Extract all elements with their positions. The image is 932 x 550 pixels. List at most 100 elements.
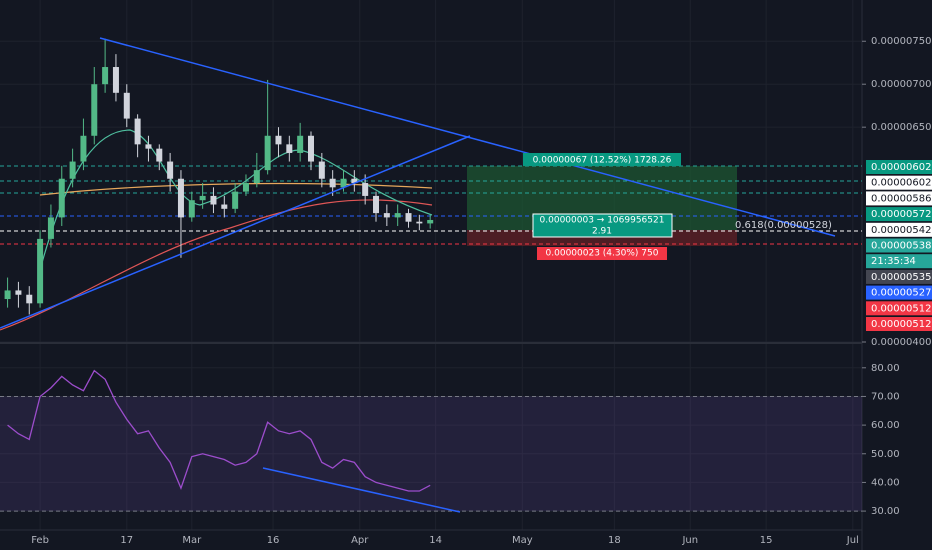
candle-body (80, 135, 87, 162)
price-tag (866, 254, 932, 269)
price-tag-label: 0.00000542 (871, 225, 931, 236)
candle-body (15, 290, 22, 295)
candle-body (351, 178, 358, 184)
price-tag (866, 160, 932, 174)
candle-body (394, 213, 401, 218)
candle-body (427, 219, 434, 224)
price-tag (866, 222, 932, 237)
candle-body (297, 135, 304, 153)
rsi-line (7, 369, 431, 492)
candle-body (177, 178, 184, 218)
candle-body (37, 238, 44, 304)
candle-body (167, 161, 174, 179)
price-tag-label: 0.00000572 (871, 209, 931, 220)
price-tag (866, 301, 932, 316)
trend-line (0, 135, 471, 329)
entry-label: 0.00000003 → 1069956521 (540, 216, 665, 226)
candle-body (242, 183, 249, 192)
rsi-band (0, 396, 862, 512)
price-tag-label: 0.00000586 (871, 193, 931, 204)
y-tick-label: 0.00000650 (871, 122, 931, 133)
candle-body (307, 135, 314, 162)
candle-body (102, 67, 109, 85)
candle-body (134, 118, 141, 145)
price-tag-label: 0.00000535 (871, 272, 931, 283)
y-tick-label: 70.00 (871, 391, 900, 402)
y-tick-label: 30.00 (871, 506, 900, 517)
trend-line (262, 467, 461, 513)
entry-tag (532, 213, 673, 238)
candle-body (112, 67, 119, 93)
fib-label: 0.618(0.00000528) (735, 220, 832, 231)
y-tick-label: 80.00 (871, 363, 900, 374)
candle-body (318, 161, 325, 179)
candle-body (383, 213, 390, 218)
pane-separator (0, 342, 862, 344)
x-tick-label: 14 (429, 535, 442, 546)
candle-body (232, 191, 239, 209)
price-tag-label: 0.00000538 (871, 241, 931, 252)
levels (0, 165, 862, 245)
y-tick-label: 0.00000400 (871, 337, 931, 348)
stop-tag (537, 247, 667, 260)
price-tag (866, 207, 932, 222)
x-tick-label: 15 (760, 535, 773, 546)
ma-green (39, 129, 433, 271)
candle-body (123, 92, 130, 119)
candle-body (253, 170, 260, 184)
price-tag (866, 269, 932, 284)
candle-body (340, 178, 347, 188)
candle-body (26, 294, 33, 304)
x-tick-label: Apr (351, 535, 369, 546)
x-tick-label: 16 (267, 535, 280, 546)
price-tag (866, 191, 932, 206)
target-label: 0.00000067 (12.52%) 1728.26 (533, 156, 672, 166)
price-tag (866, 238, 932, 253)
candle-body (58, 178, 65, 218)
candle-body (416, 221, 423, 224)
candle-body (4, 290, 11, 300)
y-tick-label: 0.00000700 (871, 79, 931, 90)
x-tick-label: 18 (608, 535, 621, 546)
target-tag (523, 153, 681, 166)
candle-body (91, 84, 98, 136)
price-tag-label: 0.00000512 (871, 319, 931, 330)
price-tag (866, 317, 932, 331)
price-tag-label: 0.00000602 (871, 178, 931, 189)
x-tick-label: May (512, 535, 533, 546)
price-tag (866, 285, 932, 300)
y-tick-label: 0.00000750 (871, 36, 931, 47)
candle-body (275, 135, 282, 145)
price-tag-label: 21:35:34 (871, 256, 916, 267)
x-tick-label: Mar (182, 535, 202, 546)
x-tick-label: Jul (846, 535, 859, 546)
candle-body (156, 148, 163, 162)
candle-body (199, 195, 206, 201)
x-tick-label: Jun (681, 535, 698, 546)
x-tick-label: Feb (31, 535, 49, 546)
candle-body (69, 161, 76, 179)
price-tag (866, 175, 932, 190)
candle-body (188, 200, 195, 218)
candle-body (145, 144, 152, 149)
candle-body (221, 204, 228, 209)
candle-body (373, 195, 380, 214)
y-tick-label: 40.00 (871, 477, 900, 488)
price-tag-label: 0.00000527 (871, 288, 931, 299)
candle-body (47, 217, 54, 239)
candle-body (286, 144, 293, 153)
ratio-label: 2.91 (592, 227, 612, 237)
candle-body (210, 195, 217, 205)
price-tag-label: 0.00000602 (871, 162, 931, 173)
price-tag-label: 0.00000512 (871, 303, 931, 314)
candle-body (329, 178, 336, 188)
stop-label: 0.00000023 (4.30%) 750 (546, 249, 659, 259)
y-tick-label: 50.00 (871, 449, 900, 460)
y-tick-label: 60.00 (871, 420, 900, 431)
candle-body (405, 213, 412, 222)
x-tick-label: 17 (120, 535, 133, 546)
marks (0, 38, 862, 512)
candle-body (362, 183, 369, 196)
